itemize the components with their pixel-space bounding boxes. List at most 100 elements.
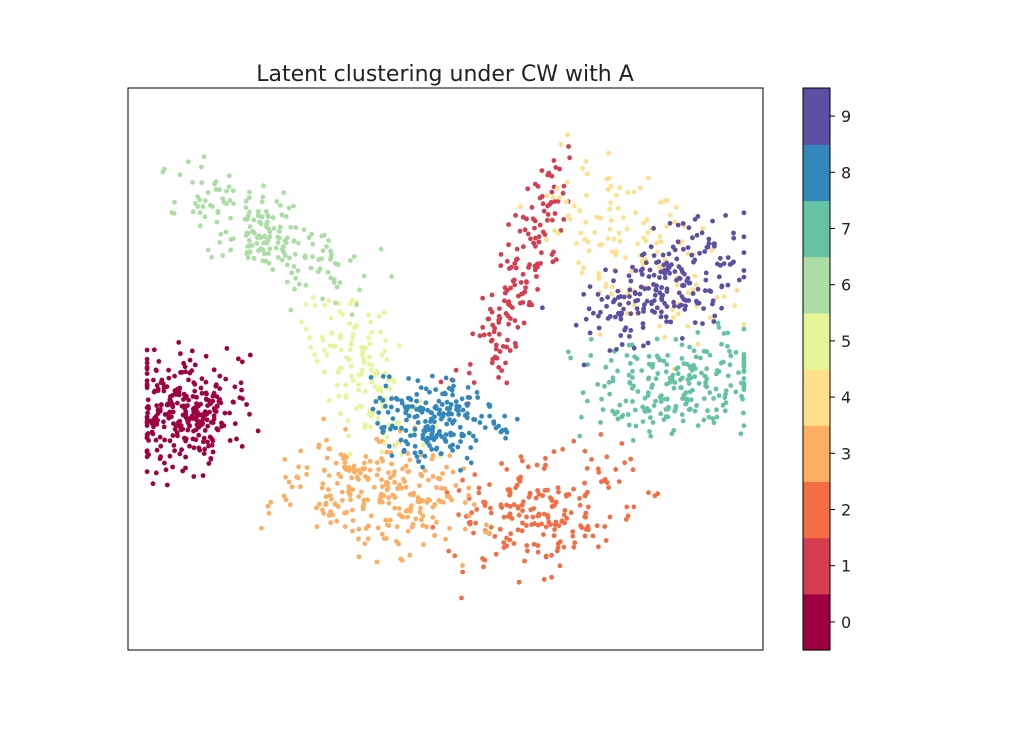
- scatter-point: [520, 271, 526, 277]
- scatter-point: [548, 496, 554, 501]
- scatter-point: [682, 271, 687, 277]
- scatter-point: [386, 443, 392, 449]
- scatter-point: [326, 513, 332, 518]
- scatter-point: [672, 408, 678, 414]
- scatter-point: [323, 494, 329, 500]
- scatter-point: [741, 326, 747, 332]
- scatter-point: [564, 199, 569, 205]
- scatter-point: [200, 204, 206, 210]
- scatter-point: [583, 316, 589, 322]
- scatter-point: [386, 422, 391, 428]
- scatter-point: [449, 387, 455, 393]
- scatter-point: [284, 262, 290, 268]
- scatter-point: [571, 203, 577, 209]
- scatter-point: [367, 341, 373, 347]
- scatter-point: [570, 529, 576, 534]
- scatter-point: [399, 400, 405, 406]
- scatter-point: [603, 267, 608, 273]
- scatter-point: [151, 389, 157, 395]
- scatter-point: [279, 212, 285, 218]
- scatter-point: [247, 224, 253, 230]
- scatter-point: [348, 497, 353, 503]
- scatter-point: [218, 231, 224, 237]
- scatter-point: [456, 412, 462, 417]
- scatter-point: [675, 371, 681, 377]
- scatter-point: [380, 397, 386, 403]
- scatter-point: [306, 235, 312, 241]
- scatter-point: [727, 348, 732, 354]
- scatter-point: [685, 251, 691, 256]
- scatter-point: [514, 416, 520, 422]
- scatter-point: [228, 247, 234, 253]
- scatter-point: [631, 504, 637, 510]
- scatter-point: [327, 446, 332, 452]
- scatter-point: [488, 505, 493, 511]
- colorbar: 0 1 2 3 4 5 6 7 8 9: [802, 87, 851, 651]
- scatter-point: [599, 242, 605, 248]
- scatter-point: [403, 428, 409, 433]
- scatter-point: [425, 407, 431, 413]
- scatter-point: [662, 300, 667, 306]
- scatter-point: [549, 189, 555, 195]
- scatter-point: [603, 364, 609, 370]
- scatter-point: [505, 514, 511, 519]
- scatter-point: [732, 303, 738, 308]
- scatter-point: [667, 220, 673, 226]
- colorbar-tick-label: 4: [841, 388, 851, 407]
- scatter-point: [340, 498, 345, 503]
- scatter-point: [424, 524, 429, 530]
- scatter-point: [598, 309, 603, 315]
- scatter-point: [343, 426, 348, 432]
- scatter-point: [655, 491, 661, 497]
- scatter-point: [524, 280, 529, 285]
- scatter-point: [399, 558, 405, 563]
- scatter-point: [274, 199, 280, 204]
- scatter-point: [427, 435, 433, 441]
- scatter-point: [335, 481, 340, 486]
- scatter-point: [299, 319, 304, 325]
- scatter-point: [687, 344, 692, 350]
- scatter-point: [606, 380, 612, 385]
- scatter-point: [697, 250, 702, 256]
- scatter-point: [470, 331, 476, 337]
- scatter-point: [475, 395, 481, 400]
- scatter-point: [598, 215, 603, 221]
- scatter-point: [583, 514, 588, 520]
- scatter-point: [632, 407, 638, 413]
- scatter-point: [733, 350, 739, 355]
- scatter-point: [518, 454, 524, 460]
- scatter-point: [493, 425, 499, 431]
- scatter-point: [521, 244, 526, 250]
- scatter-point: [180, 468, 186, 474]
- scatter-point: [506, 321, 511, 327]
- scatter-point: [725, 282, 731, 288]
- scatter-point: [554, 548, 560, 554]
- scatter-point: [275, 255, 281, 260]
- scatter-point: [584, 192, 589, 198]
- scatter-point: [689, 252, 695, 258]
- scatter-point: [706, 241, 712, 246]
- scatter-point: [144, 385, 150, 391]
- scatter-point: [240, 396, 245, 401]
- scatter-point: [551, 533, 557, 539]
- scatter-point: [403, 408, 409, 414]
- scatter-point: [339, 489, 345, 495]
- scatter-point: [172, 448, 178, 454]
- scatter-point: [645, 175, 651, 181]
- scatter-point: [254, 241, 260, 246]
- scatter-point: [350, 487, 356, 492]
- scatter-point: [298, 484, 303, 490]
- scatter-point: [678, 302, 684, 308]
- scatter-point: [217, 240, 223, 245]
- scatter-point: [585, 527, 591, 533]
- scatter-point: [741, 376, 747, 381]
- scatter-point: [564, 493, 569, 499]
- scatter-point: [532, 225, 537, 231]
- scatter-point: [382, 348, 388, 354]
- scatter-point: [639, 258, 645, 264]
- scatter-point: [595, 292, 601, 297]
- scatter-point: [520, 508, 525, 514]
- cluster-6: [160, 154, 394, 318]
- scatter-point: [472, 472, 478, 477]
- scatter-point: [543, 524, 549, 530]
